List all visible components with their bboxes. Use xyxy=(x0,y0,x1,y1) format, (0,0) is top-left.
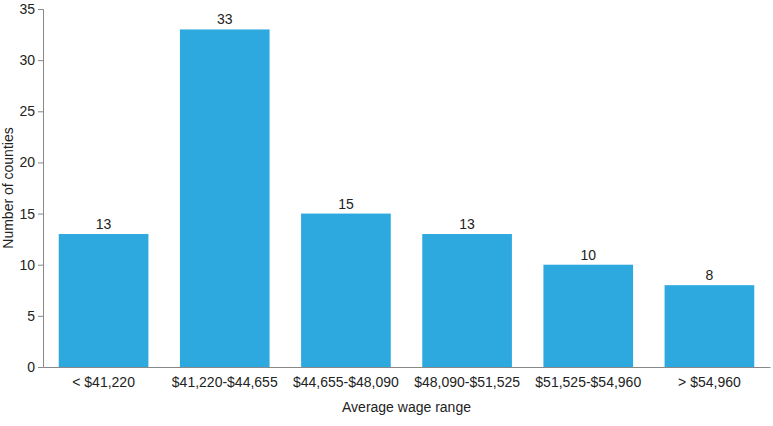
data-label: 13 xyxy=(96,216,112,232)
tick-label: $44,655-$48,090 xyxy=(293,374,399,390)
tick-label: 30 xyxy=(19,52,35,68)
data-label: 8 xyxy=(706,267,714,283)
tick: 15 xyxy=(19,206,43,222)
tick-label: 5 xyxy=(27,308,35,324)
data-label: 13 xyxy=(459,216,475,232)
data-label: 10 xyxy=(580,247,596,263)
axis-line xyxy=(38,10,44,368)
tick-mark xyxy=(38,162,43,163)
tick: $41,220-$44,655 xyxy=(172,374,278,390)
y-axis: 0 5 10 15 20 25 30 35 xyxy=(19,1,43,375)
tick-label: $51,525-$54,960 xyxy=(535,374,641,390)
tick: < $41,220 xyxy=(72,374,135,390)
bar xyxy=(301,214,391,367)
tick: $51,525-$54,960 xyxy=(535,374,641,390)
chart: 13 33 15 13 10 8 0 5 10 15 20 25 30 35 < $41,220 $41,22… xyxy=(0,0,773,426)
tick: 25 xyxy=(19,103,43,119)
bars xyxy=(59,29,754,367)
bar xyxy=(422,234,512,367)
tick: 10 xyxy=(19,257,43,273)
tick-mark xyxy=(38,367,43,368)
tick-label: 0 xyxy=(27,359,35,375)
bar xyxy=(59,234,149,367)
x-axis-title: Average wage range xyxy=(342,399,471,415)
tick: 35 xyxy=(19,1,43,17)
y-axis-title: Number of counties xyxy=(0,127,16,248)
tick: 5 xyxy=(27,308,43,324)
tick-label: 35 xyxy=(19,1,35,17)
data-labels: 13 33 15 13 10 8 xyxy=(96,11,714,283)
tick-mark xyxy=(38,265,43,266)
plot: 13 33 15 13 10 8 0 5 10 15 20 25 30 35 < $41,220 $41,22… xyxy=(19,1,770,390)
tick-label: > $54,960 xyxy=(678,374,741,390)
tick: $48,090-$51,525 xyxy=(414,374,520,390)
tick: 30 xyxy=(19,52,43,68)
tick-label: $48,090-$51,525 xyxy=(414,374,520,390)
tick: 20 xyxy=(19,154,43,170)
x-axis: < $41,220 $41,220-$44,655 $44,655-$48,090 $… xyxy=(44,368,771,390)
tick: > $54,960 xyxy=(678,374,741,390)
bar xyxy=(180,29,270,367)
tick-mark xyxy=(38,9,43,10)
data-label: 33 xyxy=(217,11,233,27)
tick-label: 10 xyxy=(19,257,35,273)
tick-label: 25 xyxy=(19,103,35,119)
tick-label: 15 xyxy=(19,206,35,222)
tick-mark xyxy=(38,214,43,215)
bar xyxy=(665,285,755,367)
tick-mark xyxy=(38,111,43,112)
tick-label: 20 xyxy=(19,154,35,170)
tick: $44,655-$48,090 xyxy=(293,374,399,390)
tick-mark xyxy=(38,60,43,61)
tick-label: $41,220-$44,655 xyxy=(172,374,278,390)
tick-label: < $41,220 xyxy=(72,374,135,390)
axis-line xyxy=(44,367,771,368)
tick-mark xyxy=(38,316,43,317)
bar xyxy=(543,265,633,367)
tick: 0 xyxy=(27,359,43,375)
data-label: 15 xyxy=(338,196,354,212)
